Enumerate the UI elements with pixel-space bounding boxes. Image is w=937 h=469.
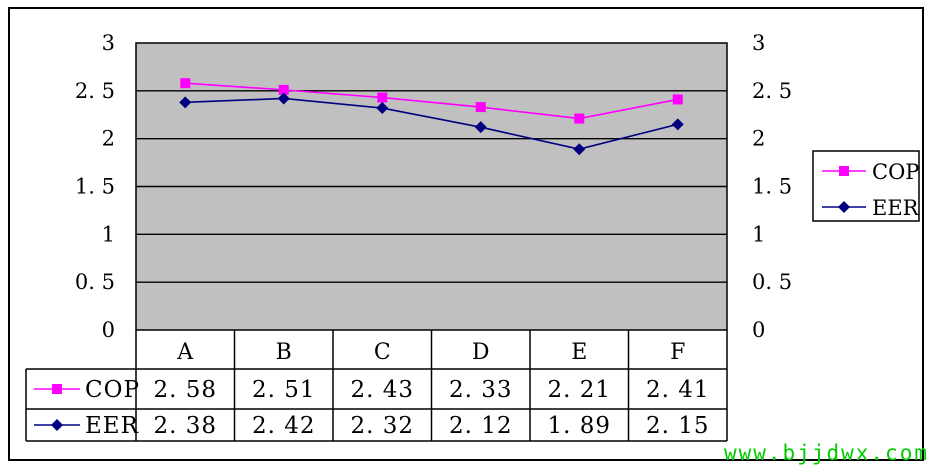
data-point-eer [376,102,389,115]
category-label: D [472,340,490,365]
y-tick-label-left: 2. 5 [75,79,115,103]
data-point-eer [573,143,586,156]
data-point-eer [179,96,192,109]
data-point-cop [180,78,191,89]
table-cell-cop: 2. 58 [153,377,217,403]
category-label: C [374,340,391,365]
table-row-label-eer: EER [85,413,139,439]
series-line-cop [185,82,678,120]
y-tick-label-left: 0. 5 [75,270,115,294]
table-cell-cop: 2. 51 [252,377,316,403]
table-cell-cop: 2. 33 [449,377,513,403]
table-cell-eer: 2. 32 [350,413,414,439]
y-tick-label-right: 2 [752,127,765,151]
data-table: A B C D E F COP 2. 58 2. 51 2. 43 2. 33 2. 21 2. 41 E… [25,330,728,442]
data-point-cop [377,92,388,103]
y-tick-label-right: 0 [752,318,765,342]
y-tick-label-right: 2. 5 [752,79,792,103]
y-tick-label-left: 2 [102,127,115,151]
legend-marker-eer [838,201,850,213]
category-label: A [176,340,194,365]
y-axis-right: 0 0. 5 1 1. 5 2 2. 5 3 [752,31,792,342]
y-tick-label-right: 1. 5 [752,175,792,199]
y-tick-label-left: 0 [102,318,115,342]
table-cell-eer: 2. 38 [153,413,217,439]
y-tick-label-right: 0. 5 [752,270,792,294]
y-axis-left: 0 0. 5 1 1. 5 2 2. 5 3 [75,31,115,342]
table-row-label-cop: COP [85,377,140,403]
category-label: E [571,340,587,365]
table-cell-eer: 2. 15 [646,413,710,439]
table-cell-eer: 2. 42 [252,413,316,439]
y-tick-label-left: 1 [102,222,115,246]
table-cell-cop: 2. 21 [547,377,611,403]
table-key-marker-eer [51,419,63,431]
gridlines [136,90,727,283]
series-lines [185,82,678,151]
data-point-cop [672,94,683,105]
table-cell-cop: 2. 43 [350,377,414,403]
data-point-cop [278,84,289,95]
legend-box [812,150,920,222]
data-point-eer [277,92,290,105]
table-cell-eer: 1. 89 [547,413,611,439]
category-label: F [670,340,685,365]
data-point-eer [474,121,487,134]
table-cell-cop: 2. 41 [646,377,710,403]
table-key-marker-cop [52,384,62,394]
series-line-eer [185,97,678,151]
y-tick-label-left: 1. 5 [75,175,115,199]
data-point-cop [574,113,585,124]
legend: COP EER [812,150,920,222]
legend-label-cop: COP [872,160,919,184]
legend-marker-cop [839,166,849,176]
legend-label-eer: EER [872,196,920,220]
table-cell-eer: 2. 12 [449,413,513,439]
watermark-text: www.bjjdwx.com [724,441,929,465]
y-tick-label-right: 1 [752,222,765,246]
series-points [179,78,684,156]
y-tick-label-left: 3 [102,31,115,55]
data-point-eer [671,118,684,131]
data-point-cop [475,102,486,113]
y-tick-label-right: 3 [752,31,765,55]
category-label: B [276,340,292,365]
